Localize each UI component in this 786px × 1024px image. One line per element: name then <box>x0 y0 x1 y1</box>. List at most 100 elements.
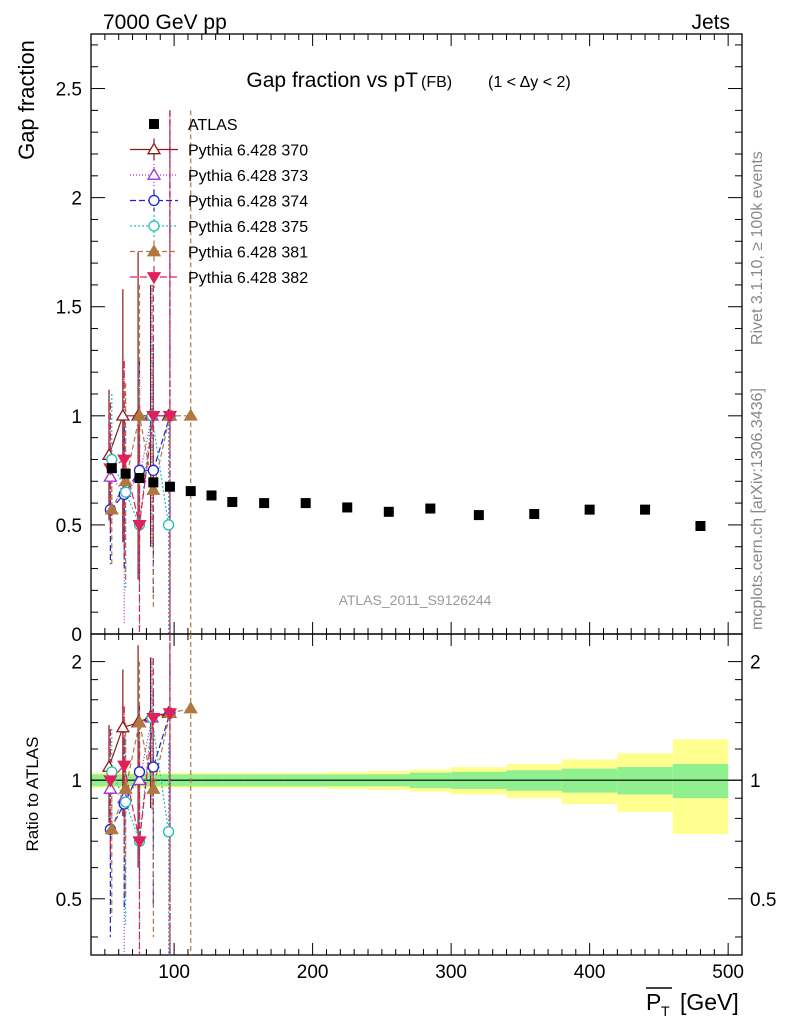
ratio-panel: 0.5 0.5 1 1 2 2 100 200 300 400 500 <box>56 633 776 983</box>
ratio-data-point <box>118 781 133 794</box>
series-pythia-6-428-374 <box>109 110 171 634</box>
ratio-series-pythia-6-428-382 <box>109 634 171 955</box>
series-pythia-6-428-381 <box>111 110 192 634</box>
ratio-y-tick-label: 2 <box>71 653 82 674</box>
data-point <box>383 506 394 517</box>
main-y-tick-label: 1.5 <box>56 298 82 319</box>
legend-entry-pythia-6-428-381: Pythia 6.428 381 <box>130 240 308 263</box>
legend-label: Pythia 6.428 374 <box>188 194 308 211</box>
legend-marker <box>148 220 160 232</box>
data-point <box>164 481 175 492</box>
data-point <box>342 502 353 513</box>
mcplots-label: mcplots.cern.ch [arXiv:1306.3436] <box>749 388 766 630</box>
data-point <box>473 510 484 521</box>
header-right: Jets <box>691 11 730 34</box>
ratio-y-tick-label-right: 2 <box>750 653 761 674</box>
x-tick-label: 100 <box>158 962 190 983</box>
ratio-series-pythia-6-428-373 <box>109 634 171 955</box>
ratio-data-point <box>183 701 198 714</box>
data-point <box>119 486 132 498</box>
x-axis-symbol: P <box>646 989 661 1015</box>
series-atlas <box>106 463 706 531</box>
data-point <box>104 502 119 515</box>
ratio-y-tick-label-right: 0.5 <box>750 890 776 911</box>
data-point <box>162 410 178 424</box>
ratio-frame <box>90 633 743 956</box>
legend: ATLAS Pythia 6.428 370 Pythia 6.428 373 Pyt… <box>130 117 308 288</box>
chart-title-main: Gap fraction vs pT <box>246 69 418 92</box>
data-point <box>425 503 436 514</box>
legend-marker <box>146 244 162 257</box>
x-tick-label: 200 <box>297 962 329 983</box>
x-axis-title: P T [GeV] <box>646 987 739 1019</box>
ratio-data-point <box>103 781 118 794</box>
legend-label: Pythia 6.428 375 <box>188 219 308 236</box>
legend-marker <box>149 119 159 129</box>
data-point <box>584 504 595 515</box>
ratio-data-point <box>162 826 175 838</box>
ratio-series-line <box>111 717 170 842</box>
legend-entry-pythia-6-428-373: Pythia 6.428 373 <box>130 164 308 186</box>
x-axis-unit: [GeV] <box>680 989 739 1015</box>
legend-marker <box>148 194 160 207</box>
data-point <box>103 469 118 482</box>
data-point <box>695 521 706 531</box>
data-point <box>206 490 217 501</box>
data-point <box>529 509 540 519</box>
legend-entry-pythia-6-428-370: Pythia 6.428 370 <box>130 138 308 161</box>
ratio-series-pythia-6-428-374 <box>109 634 171 955</box>
ratio-data-point <box>146 781 161 794</box>
data-point <box>185 486 196 497</box>
series-pythia-6-428-373 <box>109 110 171 634</box>
legend-marker <box>146 167 162 180</box>
ratio-data-point <box>119 796 132 808</box>
data-point <box>106 463 117 474</box>
main-y-tick-label: 2 <box>71 189 82 210</box>
legend-label: Pythia 6.428 382 <box>188 270 308 287</box>
x-axis-symbol-subscript: T <box>661 1003 670 1019</box>
data-point <box>117 454 132 467</box>
data-point <box>146 410 161 424</box>
ratio-y-tick-label: 1 <box>71 771 82 792</box>
legend-entry-atlas: ATLAS <box>149 117 238 134</box>
ratio-data-point <box>132 715 147 728</box>
ratio-data-point <box>132 836 147 849</box>
legend-marker <box>146 272 162 285</box>
main-y-tick-label: 0.5 <box>56 516 82 537</box>
series-line <box>111 415 170 528</box>
data-point <box>259 498 270 509</box>
header-left: 7000 GeV pp <box>103 11 227 34</box>
ratio-series-line <box>109 712 171 842</box>
main-y-tick-label: 2.5 <box>56 80 82 101</box>
main-y-tick-label: 1 <box>71 407 82 428</box>
data-point <box>106 453 118 466</box>
ratio-data-point <box>117 760 132 773</box>
legend-label: Pythia 6.428 370 <box>188 143 308 160</box>
chart-title-subscript: (FB) <box>421 74 452 91</box>
ratio-y-tick-label: 0.5 <box>56 890 82 911</box>
chart-title-range: (1 < Δy < 2) <box>488 74 571 91</box>
uncertainty-band-inner <box>672 763 729 799</box>
legend-entry-pythia-6-428-374: Pythia 6.428 374 <box>130 189 308 212</box>
data-point <box>162 519 175 531</box>
data-point <box>146 482 161 495</box>
data-point <box>134 473 145 483</box>
ratio-y-axis-label: Ratio to ATLAS <box>23 737 42 852</box>
rivet-version-label: Rivet 3.1.10, ≥ 100k events <box>749 151 766 345</box>
legend-marker <box>146 142 162 155</box>
ratio-data-point <box>103 775 118 788</box>
data-point <box>183 408 198 421</box>
main-panel: 0 0.5 1 1.5 2 2.5 <box>56 33 743 646</box>
ratio-markers-pythia-6-428-382 <box>103 708 178 849</box>
legend-entry-pythia-6-428-375: Pythia 6.428 375 <box>130 215 308 237</box>
ratio-data-point <box>146 712 161 726</box>
ratio-data-point <box>147 761 159 773</box>
data-point <box>227 497 238 507</box>
data-point <box>118 473 133 487</box>
legend-entry-pythia-6-428-382: Pythia 6.428 382 <box>130 266 308 288</box>
ratio-data-point <box>162 708 178 721</box>
data-point <box>115 408 130 421</box>
data-point <box>300 498 311 509</box>
legend-label: Pythia 6.428 373 <box>188 168 308 185</box>
